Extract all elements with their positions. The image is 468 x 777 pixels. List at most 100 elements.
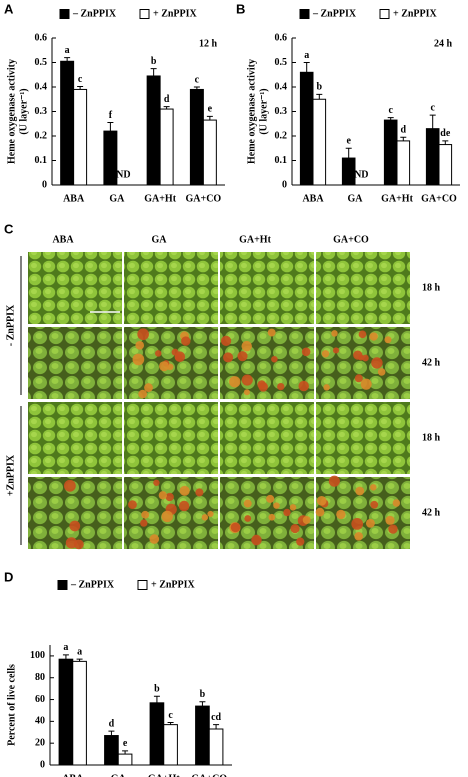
dead-cell xyxy=(73,539,84,550)
legend-label: – ZnPPIX xyxy=(72,8,117,19)
bar xyxy=(159,108,174,186)
x-tick-label: GA+Ht xyxy=(381,193,413,204)
dead-cell xyxy=(165,492,174,502)
dead-cell xyxy=(128,500,137,510)
column-label: GA xyxy=(152,234,168,245)
significance-label: f xyxy=(109,110,113,121)
dead-cell xyxy=(358,330,367,339)
significance-label: b xyxy=(154,684,160,695)
error-bar xyxy=(442,140,449,145)
error-bar xyxy=(64,57,71,62)
legend-label: + ZnPPIX xyxy=(153,8,198,19)
x-tick-label: GA+CO xyxy=(186,193,222,204)
x-tick-label: GA xyxy=(111,773,127,777)
dead-cell xyxy=(230,522,241,533)
micrograph xyxy=(124,252,218,324)
dead-cell xyxy=(271,355,278,363)
dead-cell xyxy=(149,534,160,544)
bar xyxy=(58,658,74,766)
legend-swatch xyxy=(379,9,390,19)
time-label: 18 h xyxy=(422,282,441,293)
bar xyxy=(299,71,314,186)
y-tick-label: 0.5 xyxy=(275,57,288,68)
dead-cell xyxy=(237,351,248,362)
legend-label: + ZnPPIX xyxy=(393,8,438,19)
micrograph xyxy=(28,327,122,399)
x-tick-label: GA xyxy=(348,193,364,204)
x-tick-label: GA+CO xyxy=(191,773,227,777)
dead-cell xyxy=(328,475,340,487)
panel-label: D xyxy=(4,569,13,584)
bar xyxy=(312,98,327,186)
error-bar xyxy=(206,115,213,121)
significance-label: b xyxy=(151,56,157,67)
significance-label: a xyxy=(77,646,82,657)
bar xyxy=(73,88,88,186)
dead-cell xyxy=(277,382,285,391)
legend-label: – ZnPPIX xyxy=(312,8,357,19)
dead-cell xyxy=(331,330,338,337)
significance-label: a xyxy=(304,50,309,61)
y-tick-label: 0.3 xyxy=(275,106,288,117)
legend-label: + ZnPPIX xyxy=(151,579,196,590)
y-tick-label: 0.6 xyxy=(275,32,288,43)
error-bar xyxy=(107,122,114,132)
error-bar xyxy=(108,730,115,736)
time-label: 42 h xyxy=(422,357,441,368)
bar xyxy=(146,75,161,186)
significance-label: d xyxy=(164,94,170,105)
micrograph xyxy=(28,477,122,549)
dead-cell xyxy=(268,513,276,521)
significance-label: ND xyxy=(116,169,130,180)
x-tick-label: GA+Ht xyxy=(148,773,180,777)
legend-swatch xyxy=(59,9,70,19)
dead-cell xyxy=(141,510,150,519)
micrograph xyxy=(124,402,218,474)
significance-label: c xyxy=(195,74,200,85)
y-tick-label: 0 xyxy=(40,759,45,770)
micrograph xyxy=(316,252,410,324)
dead-cell xyxy=(273,502,280,509)
y-tick-label: 0 xyxy=(282,179,287,190)
y-tick-label: 60 xyxy=(35,694,45,705)
y-axis-label: Percent of live cells xyxy=(6,664,17,746)
significance-label: d xyxy=(109,718,115,729)
dead-cell xyxy=(153,479,160,486)
dead-cell xyxy=(370,500,379,509)
dead-cell xyxy=(332,347,340,354)
dead-cell xyxy=(140,519,148,527)
dead-cell xyxy=(135,340,145,350)
group-label: +ZnPPIX xyxy=(5,454,16,496)
y-tick-label: 0.4 xyxy=(35,81,48,92)
y-axis-label: (U layer⁻¹) xyxy=(18,88,29,134)
error-bar xyxy=(345,147,352,159)
micrograph xyxy=(316,477,410,549)
dead-cell xyxy=(251,534,262,546)
bar xyxy=(195,705,210,766)
panel-label: A xyxy=(4,1,14,16)
dead-cell xyxy=(207,510,214,518)
dead-cell xyxy=(315,507,325,517)
significance-label: a xyxy=(63,642,68,653)
significance-label: cd xyxy=(211,712,221,723)
error-bar xyxy=(76,658,83,662)
dead-cell xyxy=(137,328,149,341)
error-bar xyxy=(429,114,436,129)
dead-cell xyxy=(354,531,364,541)
dead-cell xyxy=(388,524,398,534)
dead-cell xyxy=(220,335,232,347)
significance-label: b xyxy=(200,689,206,700)
y-tick-label: 0 xyxy=(42,179,47,190)
significance-label: d xyxy=(401,125,407,136)
y-tick-label: 0.2 xyxy=(275,130,288,141)
dead-cell xyxy=(362,354,369,362)
panel-label: C xyxy=(4,221,14,236)
dead-cell xyxy=(161,510,173,523)
x-tick-label: GA+Ht xyxy=(144,193,176,204)
error-bar xyxy=(213,724,220,729)
dead-cell xyxy=(178,500,190,512)
dead-cell xyxy=(360,378,372,390)
y-axis-label: Heme oxygenase activity xyxy=(6,59,17,164)
error-bar xyxy=(316,93,323,100)
dead-cell xyxy=(181,336,191,346)
